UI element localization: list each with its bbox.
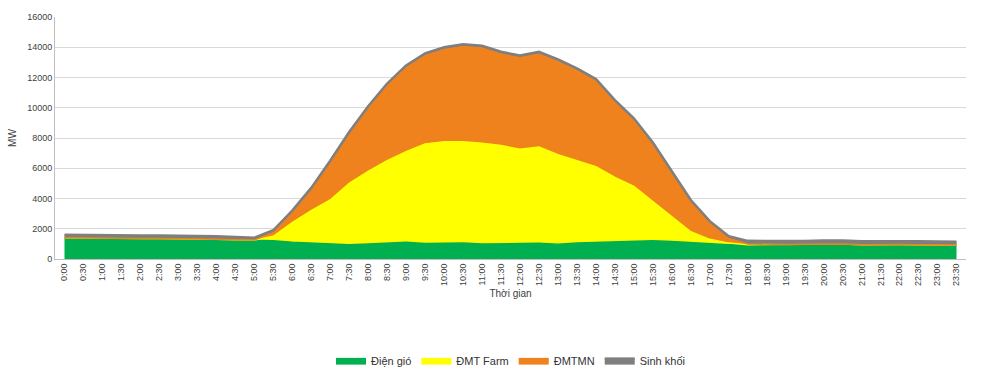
svg-text:ĐMTMN: ĐMTMN [554, 355, 595, 367]
svg-text:20:30: 20:30 [838, 264, 848, 287]
svg-text:20:00: 20:00 [819, 264, 829, 287]
svg-text:Thời gian: Thời gian [489, 288, 531, 299]
svg-text:10000: 10000 [27, 103, 52, 113]
svg-text:16000: 16000 [27, 12, 52, 22]
svg-text:23:00: 23:00 [932, 264, 942, 287]
svg-text:21:30: 21:30 [876, 264, 886, 287]
svg-text:12000: 12000 [27, 73, 52, 83]
svg-text:0: 0 [47, 254, 52, 264]
svg-text:5:30: 5:30 [268, 264, 278, 282]
svg-text:0:30: 0:30 [78, 264, 88, 282]
svg-text:3:00: 3:00 [173, 264, 183, 282]
svg-text:15:30: 15:30 [648, 264, 658, 287]
svg-text:7:00: 7:00 [325, 264, 335, 282]
svg-text:4:30: 4:30 [230, 264, 240, 282]
svg-text:2000: 2000 [32, 224, 52, 234]
svg-text:4000: 4000 [32, 194, 52, 204]
svg-text:9:30: 9:30 [420, 264, 430, 282]
svg-text:8000: 8000 [32, 133, 52, 143]
svg-text:22:00: 22:00 [894, 264, 904, 287]
svg-text:16:00: 16:00 [667, 264, 677, 287]
svg-text:6:30: 6:30 [306, 264, 316, 282]
svg-text:0:00: 0:00 [59, 264, 69, 282]
svg-text:22:30: 22:30 [913, 264, 923, 287]
svg-text:Điện gió: Điện gió [371, 355, 411, 367]
svg-text:18:00: 18:00 [743, 264, 753, 287]
svg-text:13:30: 13:30 [572, 264, 582, 287]
svg-text:18:30: 18:30 [762, 264, 772, 287]
svg-text:17:00: 17:00 [705, 264, 715, 287]
svg-text:6000: 6000 [32, 163, 52, 173]
svg-text:14:00: 14:00 [591, 264, 601, 287]
svg-text:15:00: 15:00 [629, 264, 639, 287]
svg-text:19:00: 19:00 [781, 264, 791, 287]
svg-text:16:30: 16:30 [686, 264, 696, 287]
svg-text:14:30: 14:30 [610, 264, 620, 287]
svg-text:9:00: 9:00 [401, 264, 411, 282]
svg-text:11:30: 11:30 [496, 264, 506, 286]
svg-text:ĐMT Farm: ĐMT Farm [456, 355, 508, 367]
svg-text:5:00: 5:00 [249, 264, 259, 282]
svg-text:1:30: 1:30 [116, 264, 126, 282]
svg-text:8:30: 8:30 [382, 264, 392, 282]
svg-text:MW: MW [7, 129, 18, 147]
svg-text:6:00: 6:00 [287, 264, 297, 282]
svg-text:Sinh khối: Sinh khối [640, 355, 685, 367]
svg-text:23:30: 23:30 [951, 264, 961, 287]
svg-text:14000: 14000 [27, 42, 52, 52]
svg-text:2:30: 2:30 [154, 264, 164, 282]
svg-text:7:30: 7:30 [344, 264, 354, 282]
svg-text:8:00: 8:00 [363, 264, 373, 282]
svg-text:3:30: 3:30 [192, 264, 202, 282]
svg-text:10:30: 10:30 [458, 264, 468, 287]
svg-text:4:00: 4:00 [211, 264, 221, 282]
svg-text:12:00: 12:00 [515, 264, 525, 287]
svg-text:11:00: 11:00 [477, 264, 487, 286]
svg-text:19:30: 19:30 [800, 264, 810, 287]
svg-text:21:00: 21:00 [857, 264, 867, 287]
svg-text:10:00: 10:00 [439, 264, 449, 287]
svg-text:17:30: 17:30 [724, 264, 734, 287]
svg-text:2:00: 2:00 [135, 264, 145, 282]
svg-text:13:00: 13:00 [553, 264, 563, 287]
svg-text:1:00: 1:00 [97, 264, 107, 282]
svg-text:12:30: 12:30 [534, 264, 544, 287]
